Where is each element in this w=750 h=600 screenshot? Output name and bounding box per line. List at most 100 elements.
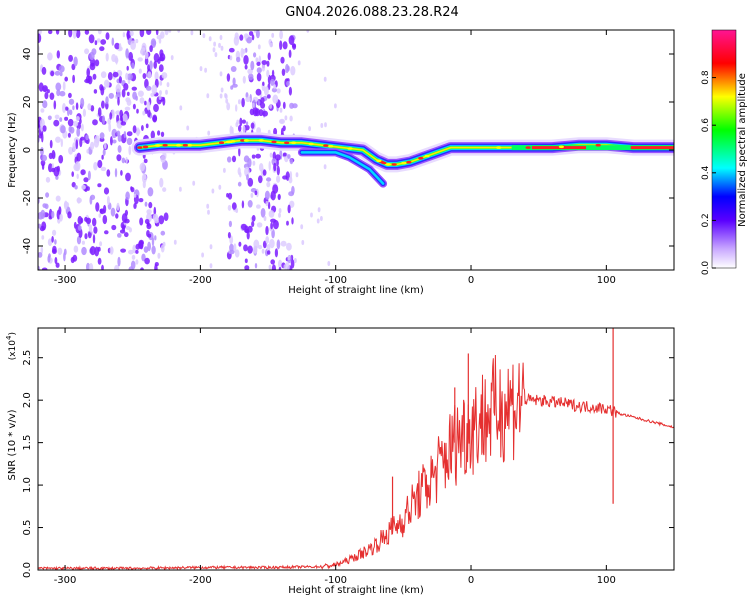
noise-speck — [116, 154, 122, 162]
noise-speck — [278, 267, 282, 270]
noise-speck — [151, 40, 157, 46]
noise-speck — [214, 52, 218, 58]
noise-speck — [68, 92, 72, 99]
noise-speck — [288, 86, 292, 96]
noise-speck — [120, 121, 127, 126]
noise-speck — [74, 161, 81, 172]
snr-panel: -300 -200 -100 0 100 0.0 0.5 1.0 1.5 2.0 2.5 Heig… — [5, 327, 675, 596]
noise-speck — [179, 186, 182, 192]
noise-speck — [292, 103, 298, 109]
noise-speck — [138, 68, 142, 74]
noise-speck — [218, 184, 222, 190]
ridge-blip — [143, 145, 149, 149]
noise-speck — [300, 224, 304, 230]
x-tick-label: 0 — [468, 575, 474, 586]
noise-speck — [264, 190, 270, 200]
noise-speck — [64, 76, 68, 82]
noise-speck — [294, 258, 297, 263]
noise-speck — [245, 47, 248, 53]
noise-speck — [123, 83, 129, 91]
noise-speck — [112, 139, 117, 144]
noise-speck — [92, 234, 96, 244]
ridge-branch — [300, 151, 385, 185]
x-tick-label: 0 — [468, 275, 474, 286]
noise-speck — [121, 88, 126, 98]
ridge-blip — [258, 139, 264, 142]
noise-speck — [109, 246, 114, 255]
noise-speck — [282, 41, 288, 50]
ridge-blip — [595, 143, 601, 147]
noise-speck — [279, 30, 283, 40]
noise-speck — [227, 232, 231, 239]
ridge-blip — [240, 139, 246, 142]
noise-speck — [244, 258, 248, 264]
noise-speck — [227, 156, 232, 163]
noise-speck — [245, 121, 249, 126]
noise-speck — [286, 242, 292, 251]
noise-speck — [289, 115, 293, 122]
noise-speck — [239, 117, 243, 127]
noise-speck — [105, 52, 109, 62]
noise-speck — [85, 75, 91, 83]
noise-speck — [104, 142, 107, 150]
noise-speck — [238, 241, 242, 247]
noise-speck — [120, 170, 123, 176]
noise-speck — [236, 56, 241, 63]
noise-speck — [287, 154, 291, 159]
noise-speck — [247, 68, 253, 75]
noise-speck — [45, 192, 50, 198]
noise-speck — [41, 267, 48, 270]
noise-speck — [243, 33, 249, 39]
noise-speck — [126, 73, 133, 81]
noise-speck — [101, 154, 104, 160]
noise-speck — [256, 204, 261, 209]
noise-speck — [258, 109, 264, 117]
noise-speck — [114, 42, 120, 50]
y-tick-label: 1.5 — [22, 435, 33, 451]
noise-speck — [262, 110, 268, 117]
noise-speck — [256, 222, 263, 228]
noise-speck — [132, 125, 137, 134]
noise-speck — [144, 100, 147, 106]
noise-speck — [284, 115, 288, 121]
noise-speck — [135, 259, 139, 265]
noise-speck — [62, 103, 66, 113]
noise-speck — [279, 119, 285, 124]
colorbar — [711, 29, 737, 269]
noise-speck — [55, 195, 61, 202]
noise-speck — [74, 185, 78, 190]
noise-speck — [93, 89, 98, 94]
x-tick-label: 100 — [597, 575, 616, 586]
noise-speck — [67, 132, 71, 138]
noise-speck — [80, 97, 85, 108]
noise-speck — [287, 255, 291, 261]
noise-speck — [120, 248, 126, 253]
noise-speck — [251, 102, 255, 108]
noise-speck — [72, 105, 75, 111]
noise-speck — [231, 126, 234, 134]
ridge-blip — [243, 139, 249, 142]
noise-speck — [282, 101, 286, 109]
noise-speck — [235, 208, 239, 213]
noise-speck — [254, 263, 258, 269]
spectrogram-x-label: Height of straight line (km) — [288, 285, 424, 296]
noise-speck — [135, 249, 139, 254]
noise-speck — [213, 41, 217, 47]
spectrogram-y-label: Frequency (Hz) — [7, 112, 18, 188]
noise-speck — [73, 120, 79, 127]
noise-speck — [173, 239, 177, 245]
noise-speck — [282, 175, 288, 180]
noise-speck — [146, 209, 152, 215]
noise-speck — [253, 30, 257, 33]
noise-speck — [164, 30, 169, 36]
noise-speck — [147, 109, 151, 118]
noise-speck — [238, 146, 241, 157]
noise-speck — [116, 91, 121, 99]
noise-speck — [143, 174, 147, 179]
noise-speck — [97, 30, 102, 35]
noise-speck — [116, 120, 123, 129]
noise-speck — [89, 195, 93, 205]
noise-speck — [201, 252, 205, 258]
noise-speck — [243, 244, 248, 252]
noise-speck — [141, 125, 144, 131]
